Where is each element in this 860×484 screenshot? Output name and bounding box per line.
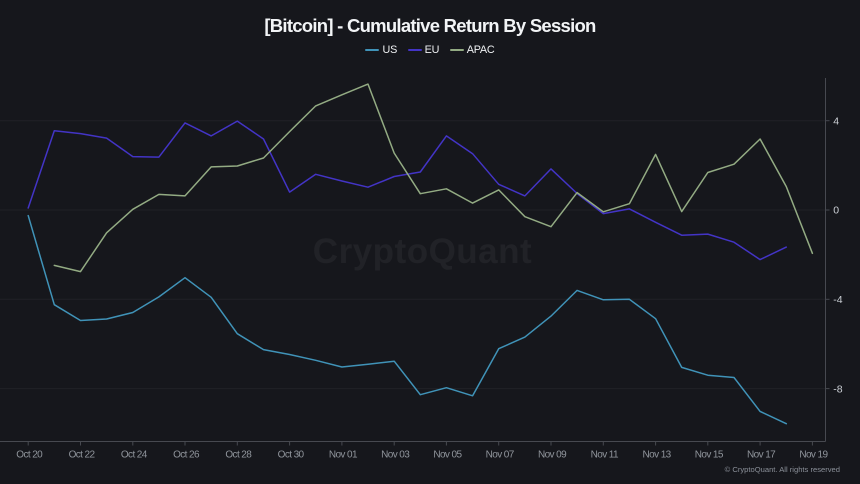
svg-text:Oct 26: Oct 26 xyxy=(173,450,200,461)
svg-text:Oct 20: Oct 20 xyxy=(16,450,43,461)
svg-text:4: 4 xyxy=(833,115,839,127)
svg-text:Nov 11: Nov 11 xyxy=(591,450,619,461)
svg-text:Nov 19: Nov 19 xyxy=(799,450,828,461)
svg-text:Oct 28: Oct 28 xyxy=(225,450,252,461)
svg-text:Nov 17: Nov 17 xyxy=(747,450,776,461)
svg-text:Oct 30: Oct 30 xyxy=(278,450,305,461)
svg-text:Nov 07: Nov 07 xyxy=(486,450,515,461)
svg-text:Nov 03: Nov 03 xyxy=(381,450,410,461)
svg-text:Oct 22: Oct 22 xyxy=(69,450,96,461)
svg-text:0: 0 xyxy=(833,205,839,217)
svg-text:Oct 24: Oct 24 xyxy=(121,450,148,461)
svg-text:Nov 15: Nov 15 xyxy=(695,450,724,461)
svg-text:-4: -4 xyxy=(833,294,842,306)
svg-text:Nov 01: Nov 01 xyxy=(329,450,358,461)
svg-text:-8: -8 xyxy=(833,383,842,395)
svg-text:Nov 09: Nov 09 xyxy=(538,450,567,461)
svg-text:Nov 05: Nov 05 xyxy=(433,450,462,461)
svg-text:Nov 13: Nov 13 xyxy=(643,450,672,461)
